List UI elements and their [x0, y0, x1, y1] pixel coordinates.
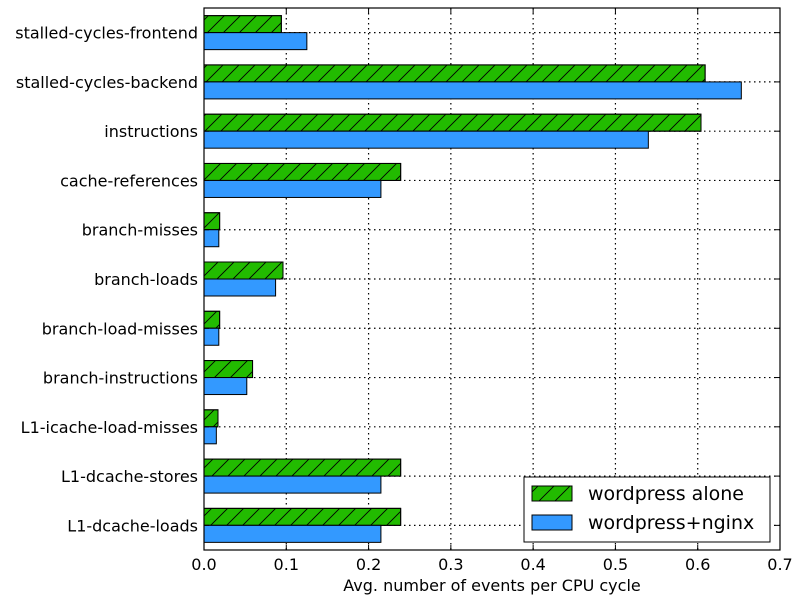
bars-group — [203, 15, 742, 543]
y-tick-label: cache-references — [60, 171, 198, 190]
bar-wordpress-nginx — [203, 179, 382, 198]
legend: wordpress alone wordpress+nginx — [523, 476, 771, 543]
bar-hatch — [203, 360, 254, 379]
bar-hatch — [203, 310, 221, 329]
x-tick-label: 0.6 — [685, 555, 710, 574]
bar-wordpress-nginx — [203, 81, 742, 100]
bar-hatch — [203, 162, 402, 181]
y-tick-label: stalled-cycles-frontend — [15, 24, 198, 43]
bar-hatch — [203, 261, 284, 280]
y-tick-label: branch-instructions — [43, 369, 198, 388]
bar-wordpress-nginx — [203, 278, 277, 297]
legend-label: wordpress+nginx — [588, 512, 754, 534]
bar-hatch — [203, 458, 402, 477]
bar-wordpress-nginx — [203, 426, 217, 445]
x-tick-label: 0.3 — [438, 555, 463, 574]
bar-wordpress-nginx — [203, 327, 220, 346]
bar-wordpress-nginx — [203, 32, 308, 51]
legend-swatch-hatch — [531, 485, 573, 502]
x-tick-labels: 0.0 0.1 0.2 0.3 0.4 0.5 0.6 0.7 — [191, 555, 792, 574]
y-tick-label: branch-loads — [94, 270, 198, 289]
bar-wordpress-nginx — [203, 130, 649, 149]
bar-hatch — [203, 212, 221, 231]
legend-label: wordpress alone — [588, 483, 744, 505]
y-tick-label: branch-misses — [82, 221, 198, 240]
bar-hatch — [203, 113, 702, 132]
y-tick-label: L1-dcache-stores — [61, 467, 198, 486]
y-tick-label: L1-dcache-loads — [67, 516, 198, 535]
bar-hatch — [203, 64, 706, 83]
legend-swatch — [531, 514, 573, 531]
bar-hatch — [203, 409, 219, 428]
y-tick-label: stalled-cycles-backend — [16, 73, 198, 92]
axis-ticks — [203, 8, 781, 550]
bar-wordpress-nginx — [203, 524, 382, 543]
y-tick-label: instructions — [104, 122, 198, 141]
x-tick-label: 0.2 — [356, 555, 381, 574]
x-tick-label: 0.5 — [603, 555, 628, 574]
bar-hatch — [203, 15, 282, 34]
bar-wordpress-nginx — [203, 229, 220, 248]
x-tick-label: 0.0 — [191, 555, 216, 574]
bar-hatch — [203, 507, 402, 526]
y-tick-label: L1-icache-load-misses — [21, 418, 198, 437]
bar-wordpress-nginx — [203, 475, 382, 494]
x-tick-label: 0.7 — [767, 555, 792, 574]
x-tick-label: 0.1 — [274, 555, 299, 574]
x-axis-label: Avg. number of events per CPU cycle — [343, 576, 640, 595]
y-tick-labels: L1-dcache-loads L1-dcache-stores L1-icache… — [15, 24, 198, 536]
x-tick-label: 0.4 — [520, 555, 545, 574]
bar-wordpress-nginx — [203, 377, 248, 396]
y-tick-label: branch-load-misses — [42, 319, 198, 338]
